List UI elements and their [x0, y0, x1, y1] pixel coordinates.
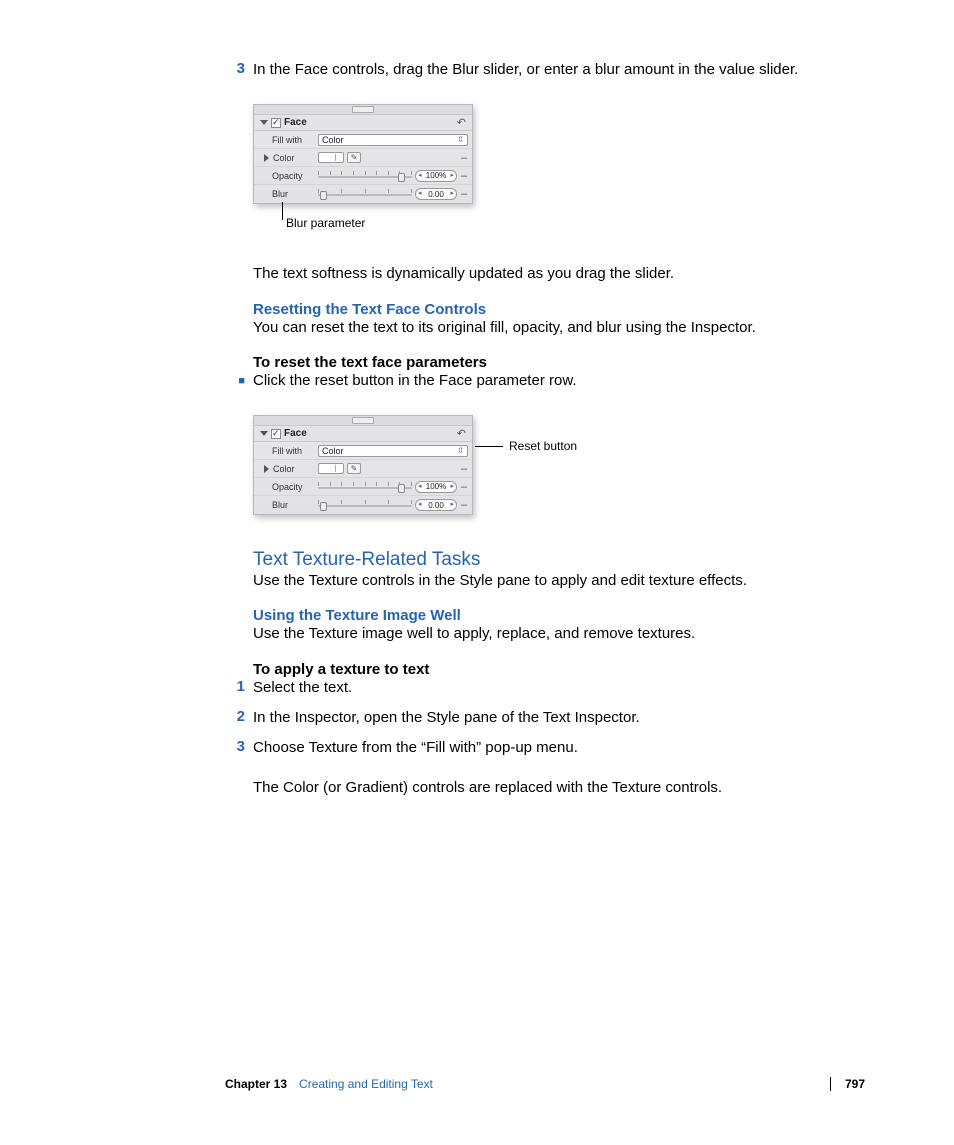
face-checkbox[interactable]: [271, 118, 281, 128]
reset-icon[interactable]: ↶: [457, 116, 466, 129]
label-color: Color: [258, 464, 318, 474]
row-menu-icon[interactable]: –: [460, 481, 468, 493]
row-fillwith: Fill with Color ⇳: [254, 442, 472, 460]
step-number: 2: [225, 708, 245, 728]
bullet-item: ■ Click the reset button in the Face par…: [225, 371, 865, 391]
row-menu-icon[interactable]: –: [460, 463, 468, 475]
step-2: 2 In the Inspector, open the Style pane …: [225, 708, 865, 728]
row-opacity: Opacity 100% –: [254, 167, 472, 185]
callout-blur-parameter: Blur parameter: [253, 212, 865, 238]
opacity-slider-thumb[interactable]: [398, 484, 405, 493]
heading-image-well: Using the Texture Image Well: [253, 607, 865, 624]
section-heading-texture: Text Texture-Related Tasks: [253, 549, 865, 571]
blur-value[interactable]: 0.00: [415, 499, 457, 511]
label-color: Color: [258, 153, 318, 163]
fillwith-dropdown[interactable]: Color ⇳: [318, 445, 468, 457]
opacity-slider[interactable]: [318, 482, 412, 492]
chapter-title: Creating and Editing Text: [299, 1077, 433, 1091]
page-footer: Chapter 13 Creating and Editing Text 797: [225, 1077, 865, 1091]
panel-tabbar: [254, 105, 472, 115]
bullet-icon: ■: [225, 371, 245, 391]
step-text: In the Inspector, open the Style pane of…: [253, 708, 640, 728]
label-fillwith: Fill with: [258, 135, 318, 145]
subheading-apply-texture: To apply a texture to text: [253, 661, 865, 678]
footer-separator: [830, 1077, 831, 1091]
row-blur: Blur 0.00 –: [254, 496, 472, 514]
disclosure-triangle-icon[interactable]: [260, 431, 268, 436]
dropdown-arrow-icon: ⇳: [457, 135, 464, 144]
bullet-text: Click the reset button in the Face param…: [253, 371, 577, 391]
row-color: Color ✎ –: [254, 149, 472, 167]
opacity-value[interactable]: 100%: [415, 170, 457, 182]
step-number: 1: [225, 678, 245, 698]
step-3b: 3 Choose Texture from the “Fill with” po…: [225, 738, 865, 758]
reset-icon[interactable]: ↶: [457, 427, 466, 440]
paragraph: You can reset the text to its original f…: [253, 318, 865, 338]
callout-label: Blur parameter: [286, 216, 365, 230]
blur-slider-thumb[interactable]: [320, 502, 327, 511]
paragraph: Use the Texture controls in the Style pa…: [253, 571, 865, 591]
subheading-reset-params: To reset the text face parameters: [253, 354, 865, 371]
row-menu-icon[interactable]: –: [460, 188, 468, 200]
panel-tabbar: [254, 416, 472, 426]
color-disclosure-icon[interactable]: [264, 154, 269, 162]
page-number: 797: [845, 1077, 865, 1091]
step-number: 3: [225, 60, 245, 80]
row-menu-icon[interactable]: –: [460, 499, 468, 511]
label-opacity: Opacity: [258, 482, 318, 492]
chapter-label: Chapter 13: [225, 1077, 287, 1091]
paragraph: Use the Texture image well to apply, rep…: [253, 624, 865, 644]
eyedropper-icon[interactable]: ✎: [347, 152, 361, 163]
step-text: Choose Texture from the “Fill with” pop-…: [253, 738, 578, 758]
face-panel-figure-2: Face ↶ Fill with Color ⇳ Color: [253, 415, 865, 515]
paragraph: The text softness is dynamically updated…: [253, 264, 865, 284]
disclosure-triangle-icon[interactable]: [260, 120, 268, 125]
paragraph: The Color (or Gradient) controls are rep…: [253, 778, 865, 798]
row-color: Color ✎ –: [254, 460, 472, 478]
blur-slider[interactable]: [318, 500, 412, 510]
row-menu-icon[interactable]: –: [460, 170, 468, 182]
page-content: 3 In the Face controls, drag the Blur sl…: [225, 60, 865, 799]
row-fillwith: Fill with Color ⇳: [254, 131, 472, 149]
heading-resetting: Resetting the Text Face Controls: [253, 301, 865, 318]
label-opacity: Opacity: [258, 171, 318, 181]
row-opacity: Opacity 100% –: [254, 478, 472, 496]
step-text: In the Face controls, drag the Blur slid…: [253, 60, 798, 80]
fillwith-value: Color: [322, 135, 344, 145]
callout-reset-button: Reset button: [475, 439, 577, 453]
opacity-slider-thumb[interactable]: [398, 173, 405, 182]
row-blur: Blur 0.00 –: [254, 185, 472, 203]
label-blur: Blur: [258, 189, 318, 199]
label-blur: Blur: [258, 500, 318, 510]
blur-slider-thumb[interactable]: [320, 191, 327, 200]
opacity-value[interactable]: 100%: [415, 481, 457, 493]
face-panel: Face ↶ Fill with Color ⇳ Color: [253, 104, 473, 204]
label-fillwith: Fill with: [258, 446, 318, 456]
step-3: 3 In the Face controls, drag the Blur sl…: [225, 60, 865, 80]
color-well[interactable]: [318, 463, 344, 474]
step-1: 1 Select the text.: [225, 678, 865, 698]
face-panel-figure-1: Face ↶ Fill with Color ⇳ Color: [253, 104, 865, 204]
blur-value[interactable]: 0.00: [415, 188, 457, 200]
panel-header-row: Face ↶: [254, 426, 472, 442]
panel-header-row: Face ↶: [254, 115, 472, 131]
fillwith-value: Color: [322, 446, 344, 456]
blur-slider[interactable]: [318, 189, 412, 199]
step-text: Select the text.: [253, 678, 352, 698]
color-well[interactable]: [318, 152, 344, 163]
fillwith-dropdown[interactable]: Color ⇳: [318, 134, 468, 146]
opacity-slider[interactable]: [318, 171, 412, 181]
callout-label: Reset button: [509, 439, 577, 453]
row-menu-icon[interactable]: –: [460, 152, 468, 164]
color-disclosure-icon[interactable]: [264, 465, 269, 473]
eyedropper-icon[interactable]: ✎: [347, 463, 361, 474]
dropdown-arrow-icon: ⇳: [457, 446, 464, 455]
panel-title: Face: [284, 428, 307, 439]
panel-title: Face: [284, 117, 307, 128]
face-checkbox[interactable]: [271, 429, 281, 439]
face-panel: Face ↶ Fill with Color ⇳ Color: [253, 415, 473, 515]
step-number: 3: [225, 738, 245, 758]
